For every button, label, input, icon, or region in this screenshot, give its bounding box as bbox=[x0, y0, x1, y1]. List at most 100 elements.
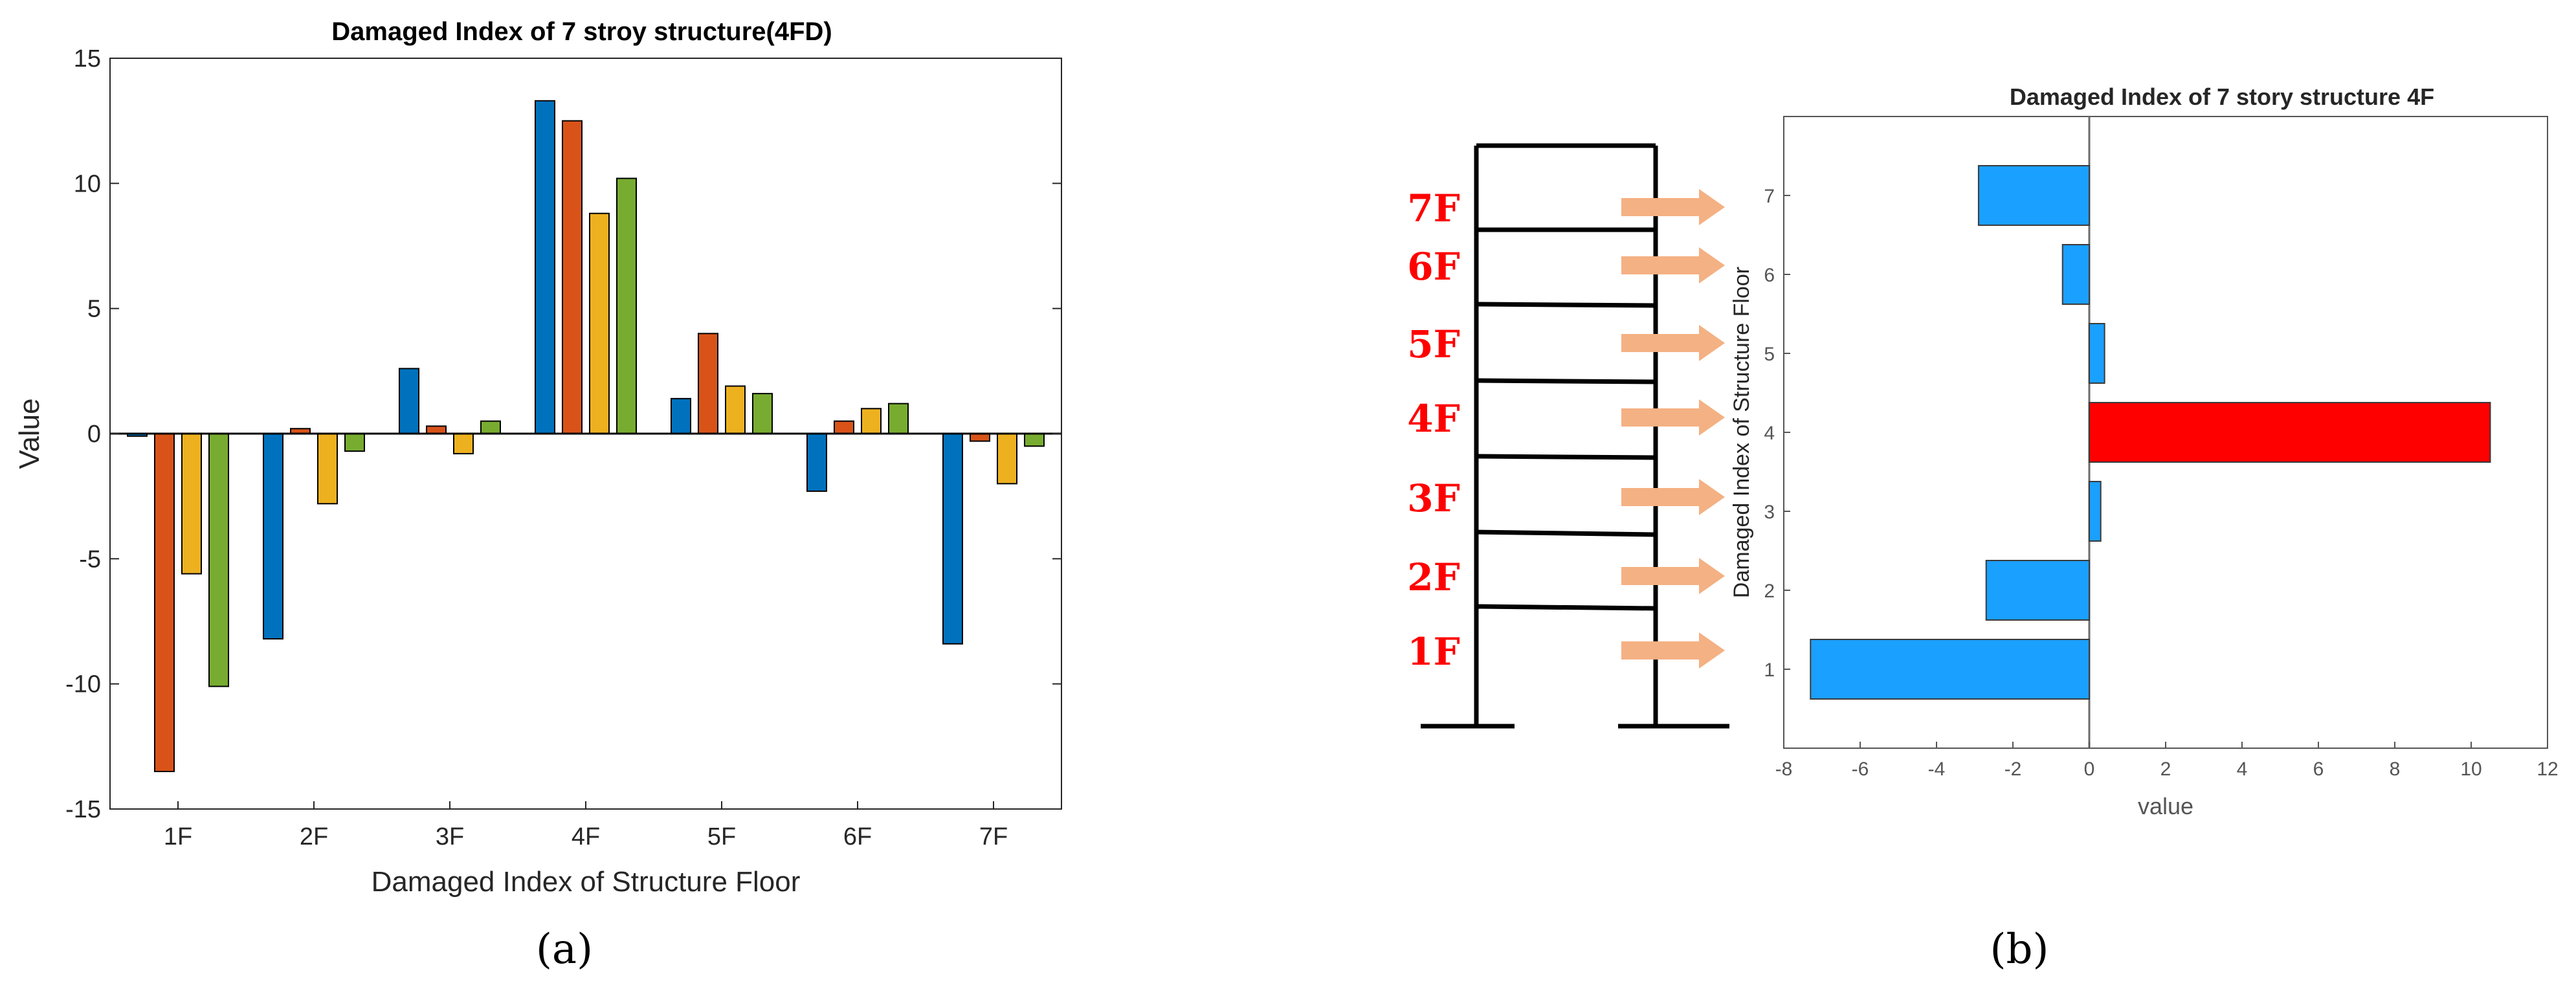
x-tick-label: 5F bbox=[707, 823, 736, 850]
bar-1F-series-4 bbox=[208, 433, 229, 687]
bar-floor-5 bbox=[2089, 323, 2105, 384]
bar-5F-series-2 bbox=[698, 333, 718, 434]
y-tick-label: 4 bbox=[1764, 423, 1775, 444]
y-tick-label: 5 bbox=[87, 296, 101, 323]
floor-beam-3 bbox=[1476, 454, 1656, 460]
structure-frame bbox=[1421, 143, 1729, 729]
x-tick-label: -6 bbox=[1852, 759, 1869, 780]
bar-3F-series-3 bbox=[453, 433, 474, 454]
chart-a-y-axis-label: Value bbox=[14, 398, 45, 469]
load-arrow-4F bbox=[1621, 399, 1725, 436]
y-tick-label: 2 bbox=[1764, 581, 1775, 602]
floor-label-7F: 7F bbox=[1407, 186, 1460, 230]
x-tick-label: -4 bbox=[1928, 759, 1946, 780]
bar-5F-series-4 bbox=[752, 393, 773, 435]
bar-4F-series-3 bbox=[589, 212, 610, 434]
load-arrows bbox=[1621, 189, 1725, 669]
load-arrow-3F bbox=[1621, 479, 1725, 515]
floor-label-1F: 1F bbox=[1407, 630, 1460, 674]
bar-floor-6 bbox=[2061, 244, 2090, 305]
bar-7F-series-4 bbox=[1024, 433, 1045, 447]
bar-floor-7 bbox=[1977, 165, 2090, 226]
bar-3F-series-2 bbox=[426, 425, 447, 435]
x-tick-label: 2 bbox=[2160, 759, 2171, 780]
floor-label-6F: 6F bbox=[1407, 245, 1460, 289]
x-tick-label: 12 bbox=[2537, 759, 2558, 780]
bar-1F-series-3 bbox=[181, 433, 202, 575]
y-tick-label: 5 bbox=[1764, 344, 1775, 365]
x-tick-label: 6F bbox=[843, 823, 872, 850]
load-arrow-5F bbox=[1621, 325, 1725, 361]
chart-a-x-ticks: 1F 2F 3F 4F 5F 6F 7F bbox=[164, 801, 1008, 850]
chart-b-y-ticks: 1 2 3 4 5 6 7 bbox=[1764, 186, 1790, 681]
floor-label-2F: 2F bbox=[1407, 555, 1460, 599]
chart-b-title: Damaged Index of 7 story structure 4F bbox=[2010, 83, 2434, 110]
bar-4F-series-2 bbox=[562, 120, 583, 435]
panel-a-label: (a) bbox=[536, 926, 593, 973]
bar-7F-series-2 bbox=[970, 433, 990, 442]
x-tick-label: 1F bbox=[164, 823, 192, 850]
x-tick-label: 3F bbox=[436, 823, 464, 850]
y-tick-label: -5 bbox=[79, 546, 101, 573]
bar-6F-series-4 bbox=[888, 403, 909, 434]
x-tick-label: 8 bbox=[2390, 759, 2401, 780]
chart-a-y-ticks: -15 -10 -5 0 5 10 15 bbox=[65, 45, 1061, 823]
x-tick-label: 6 bbox=[2313, 759, 2324, 780]
bar-6F-series-2 bbox=[834, 420, 854, 435]
bar-2F-series-1 bbox=[263, 433, 283, 640]
floor-labels: 7F 6F 5F 4F 3F 2F 1F bbox=[1407, 186, 1460, 674]
x-tick-label: -8 bbox=[1775, 759, 1793, 780]
floor-label-4F: 4F bbox=[1407, 397, 1460, 441]
y-tick-label: 1 bbox=[1764, 660, 1775, 681]
bar-5F-series-3 bbox=[725, 385, 746, 434]
y-tick-label: 0 bbox=[87, 421, 101, 448]
bar-4F-series-1 bbox=[535, 100, 555, 434]
bar-5F-series-1 bbox=[671, 397, 691, 434]
y-tick-label: 6 bbox=[1764, 265, 1775, 286]
x-tick-label: 0 bbox=[2084, 759, 2095, 780]
load-arrow-2F bbox=[1621, 558, 1725, 594]
floor-label-5F: 5F bbox=[1407, 322, 1460, 366]
y-tick-label: 15 bbox=[74, 45, 101, 72]
bar-3F-series-1 bbox=[399, 368, 419, 435]
chart-b-x-ticks: -8 -6 -4 -2 0 2 4 6 8 10 12 bbox=[1775, 742, 2559, 780]
y-tick-label: 7 bbox=[1764, 186, 1775, 207]
bar-7F-series-1 bbox=[942, 433, 963, 645]
bar-floor-2 bbox=[1985, 560, 2090, 621]
floor-beam-1 bbox=[1476, 604, 1656, 611]
chart-b-x-axis-label: value bbox=[2138, 793, 2193, 819]
chart-a-x-axis-label: Damaged Index of Structure Floor bbox=[372, 866, 801, 898]
bar-2F-series-3 bbox=[317, 433, 338, 505]
y-tick-label: 10 bbox=[74, 170, 101, 197]
building-diagram: 7F 6F 5F 4F 3F 2F 1F bbox=[1407, 143, 1729, 729]
load-arrow-1F bbox=[1621, 632, 1725, 669]
bar-6F-series-1 bbox=[806, 433, 827, 492]
chart-a-title: Damaged Index of 7 stroy structure(4FD) bbox=[331, 17, 832, 46]
bar-4F-series-4 bbox=[616, 177, 637, 434]
chart-b-bars bbox=[1810, 165, 2491, 700]
panel-b-label: (b) bbox=[1990, 926, 2049, 973]
load-arrow-6F bbox=[1621, 247, 1725, 283]
bar-6F-series-3 bbox=[861, 408, 882, 434]
x-tick-label: -2 bbox=[2004, 759, 2022, 780]
bar-3F-series-4 bbox=[480, 420, 501, 435]
bar-floor-3 bbox=[2089, 481, 2102, 542]
x-tick-label: 4F bbox=[572, 823, 600, 850]
x-tick-label: 10 bbox=[2460, 759, 2482, 780]
x-tick-label: 7F bbox=[979, 823, 1008, 850]
y-tick-label: 3 bbox=[1764, 502, 1775, 523]
bar-2F-series-4 bbox=[344, 433, 365, 452]
floor-beam-4 bbox=[1476, 378, 1656, 384]
chart-b: Damaged Index of 7 story structure 4F 12… bbox=[1729, 83, 2559, 973]
bar-7F-series-3 bbox=[997, 433, 1017, 485]
bar-1F-series-2 bbox=[154, 433, 175, 772]
bar-floor-4 bbox=[2089, 402, 2491, 463]
chart-b-y-axis-label: Damaged Index of Structure Floor bbox=[1729, 267, 1754, 598]
x-tick-label: 2F bbox=[300, 823, 328, 850]
bar-floor-1 bbox=[1810, 639, 2091, 700]
load-arrow-7F bbox=[1621, 189, 1725, 225]
chart-a: Damaged Index of 7 stroy structure(4FD) … bbox=[14, 17, 1062, 973]
x-tick-label: 4 bbox=[2237, 759, 2248, 780]
floor-beam-5 bbox=[1476, 302, 1656, 308]
